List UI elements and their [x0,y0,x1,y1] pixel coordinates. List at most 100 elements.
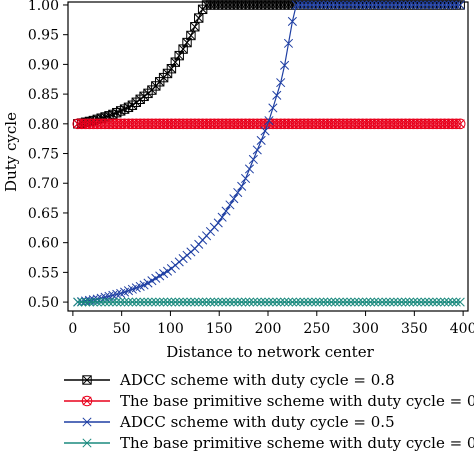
legend-marker [82,438,92,448]
data-point [330,118,341,130]
legend-label: The base primitive scheme with duty cycl… [120,434,474,452]
data-point [185,118,197,130]
data-point [73,297,83,307]
data-point [228,118,240,130]
data-point [240,118,251,130]
data-point [439,118,450,130]
data-point [376,118,388,130]
data-point [173,118,185,130]
x-tick-label: 400 [450,321,474,337]
data-point [346,0,356,10]
data-point [287,16,297,26]
data-point [342,0,352,10]
x-tick-label: 150 [206,321,233,337]
data-point [319,297,329,307]
data-point [229,194,239,204]
data-point [170,297,180,307]
data-point [287,297,297,307]
data-point [197,118,208,130]
data-point [275,118,286,130]
data-point [346,297,356,307]
data-point [451,297,461,307]
data-point [333,118,345,130]
data-point [233,297,243,307]
data-point [385,297,395,307]
data-point [412,297,422,307]
legend-item: The base primitive scheme with duty cycl… [64,434,474,452]
data-point [315,297,325,307]
data-point [349,118,361,130]
data-point [388,118,400,130]
data-point [166,297,176,307]
series-line [77,4,461,303]
data-point [127,297,137,307]
data-point [252,145,262,155]
data-point [291,297,301,307]
data-point [154,118,166,130]
data-point [298,118,310,130]
legend-label: ADCC scheme with duty cycle = 0.5 [119,413,395,431]
y-axis-title: Duty cycle [2,112,20,192]
data-point [303,0,313,10]
data-point [158,118,169,130]
data-point [221,297,231,307]
data-point [315,0,325,10]
data-point [302,118,314,130]
data-point [365,118,376,130]
data-point [166,118,177,130]
data-point [123,297,134,307]
data-point [411,118,423,130]
data-point [280,60,290,70]
data-point [138,118,150,130]
data-point [354,0,364,10]
data-point [217,212,227,222]
data-point [306,118,318,130]
data-point [384,118,396,130]
data-point [435,118,446,130]
y-tick-label: 0.55 [28,265,59,281]
data-point [393,297,403,307]
data-point [119,118,130,130]
data-point [189,118,201,130]
data-point [436,297,446,307]
data-point [216,118,228,130]
data-point [432,297,442,307]
data-point [244,164,255,174]
data-point [431,118,443,130]
data-point [400,118,411,130]
data-point [276,297,286,307]
data-point [401,0,411,10]
data-point [389,297,399,307]
data-point [252,297,262,307]
data-point [354,297,364,307]
data-point [428,0,438,10]
data-point [108,290,118,300]
data-point [143,297,153,307]
data-point [380,118,392,130]
data-point [373,297,383,307]
data-point [135,297,145,307]
data-point [264,116,274,126]
data-point [334,0,344,10]
data-point [454,118,466,130]
data-point [365,0,375,10]
data-point [103,118,115,130]
series-4 [73,297,465,307]
data-point [279,118,290,130]
legend-marker [82,417,92,427]
data-point [201,297,212,307]
data-point [432,0,442,10]
x-tick-label: 250 [303,321,330,337]
data-point [326,118,337,130]
data-point [256,297,266,307]
data-point [107,118,119,130]
data-point [177,118,189,130]
data-point [440,0,450,10]
data-point [392,118,404,130]
legend-item: ADCC scheme with duty cycle = 0.8 [64,371,395,389]
data-point [205,297,215,307]
data-point [120,297,130,307]
data-point [307,297,317,307]
data-point [150,118,162,130]
data-point [248,118,259,130]
